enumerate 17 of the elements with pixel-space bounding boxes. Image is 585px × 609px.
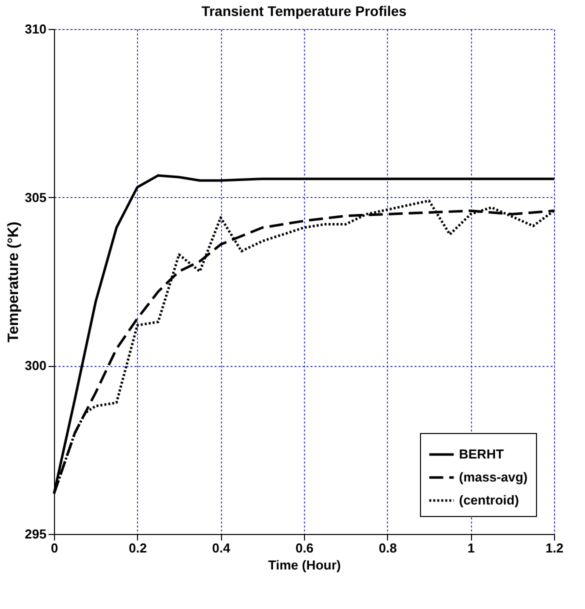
x-tick-label: 0.6 — [295, 540, 314, 556]
legend-label: BERHT — [459, 446, 504, 462]
x-tick-label: 0.2 — [128, 540, 147, 556]
x-tick-label: 0.8 — [378, 540, 397, 556]
y-tick-label: 310 — [24, 22, 46, 36]
y-tick-label: 300 — [24, 358, 46, 374]
chart-title: Transient Temperature Profiles — [201, 3, 407, 19]
x-tick-label: 1 — [468, 540, 475, 556]
y-tick-label: 295 — [24, 526, 46, 542]
x-tick-label: 1.2 — [545, 540, 564, 556]
y-axis-title: Temperature (°K) — [4, 222, 22, 342]
x-tick-label: 0 — [50, 540, 58, 556]
y-tick-label: 305 — [24, 190, 46, 205]
x-axis-title: Time (Hour) — [268, 558, 341, 572]
legend-label: (centroid) — [459, 492, 519, 508]
x-tick-label: 0.4 — [212, 540, 231, 556]
legend-label: (mass-avg) — [459, 470, 528, 484]
